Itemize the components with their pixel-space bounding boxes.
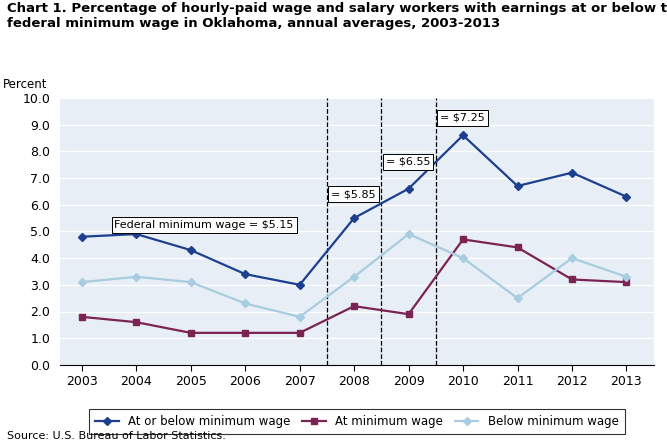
At or below minimum wage xyxy=(514,183,522,189)
At minimum wage xyxy=(78,314,86,320)
Below minimum wage xyxy=(78,279,86,285)
At minimum wage xyxy=(405,312,413,317)
Below minimum wage xyxy=(405,231,413,237)
Below minimum wage xyxy=(187,279,195,285)
At or below minimum wage xyxy=(405,186,413,191)
At or below minimum wage xyxy=(568,170,576,175)
Text: Percent: Percent xyxy=(3,78,48,91)
Line: At or below minimum wage: At or below minimum wage xyxy=(79,133,629,287)
Below minimum wage xyxy=(514,295,522,301)
Below minimum wage xyxy=(622,274,630,279)
At minimum wage xyxy=(459,237,467,242)
At or below minimum wage xyxy=(187,247,195,253)
At minimum wage xyxy=(350,303,358,309)
At minimum wage xyxy=(295,330,303,336)
Text: = $6.55: = $6.55 xyxy=(386,157,430,167)
At or below minimum wage xyxy=(350,215,358,221)
Below minimum wage xyxy=(459,255,467,261)
At minimum wage xyxy=(514,245,522,250)
At or below minimum wage xyxy=(78,234,86,239)
Text: = $5.85: = $5.85 xyxy=(331,189,376,199)
Below minimum wage xyxy=(568,255,576,261)
At minimum wage xyxy=(187,330,195,336)
Text: = $7.25: = $7.25 xyxy=(440,113,485,123)
At or below minimum wage xyxy=(459,133,467,138)
Text: Federal minimum wage = $5.15: Federal minimum wage = $5.15 xyxy=(115,220,294,230)
At minimum wage xyxy=(241,330,249,336)
Below minimum wage xyxy=(295,314,303,320)
Line: Below minimum wage: Below minimum wage xyxy=(79,231,629,320)
Below minimum wage xyxy=(132,274,140,279)
At or below minimum wage xyxy=(622,194,630,199)
At minimum wage xyxy=(132,320,140,325)
At or below minimum wage xyxy=(132,231,140,237)
At minimum wage xyxy=(622,279,630,285)
Line: At minimum wage: At minimum wage xyxy=(79,237,629,336)
At or below minimum wage xyxy=(241,271,249,277)
At minimum wage xyxy=(568,277,576,282)
Below minimum wage xyxy=(350,274,358,279)
At or below minimum wage xyxy=(295,282,303,287)
Text: Source: U.S. Bureau of Labor Statistics.: Source: U.S. Bureau of Labor Statistics. xyxy=(7,431,225,441)
Text: Chart 1. Percentage of hourly-paid wage and salary workers with earnings at or b: Chart 1. Percentage of hourly-paid wage … xyxy=(7,2,667,30)
Legend: At or below minimum wage, At minimum wage, Below minimum wage: At or below minimum wage, At minimum wag… xyxy=(89,409,625,434)
Below minimum wage xyxy=(241,301,249,306)
